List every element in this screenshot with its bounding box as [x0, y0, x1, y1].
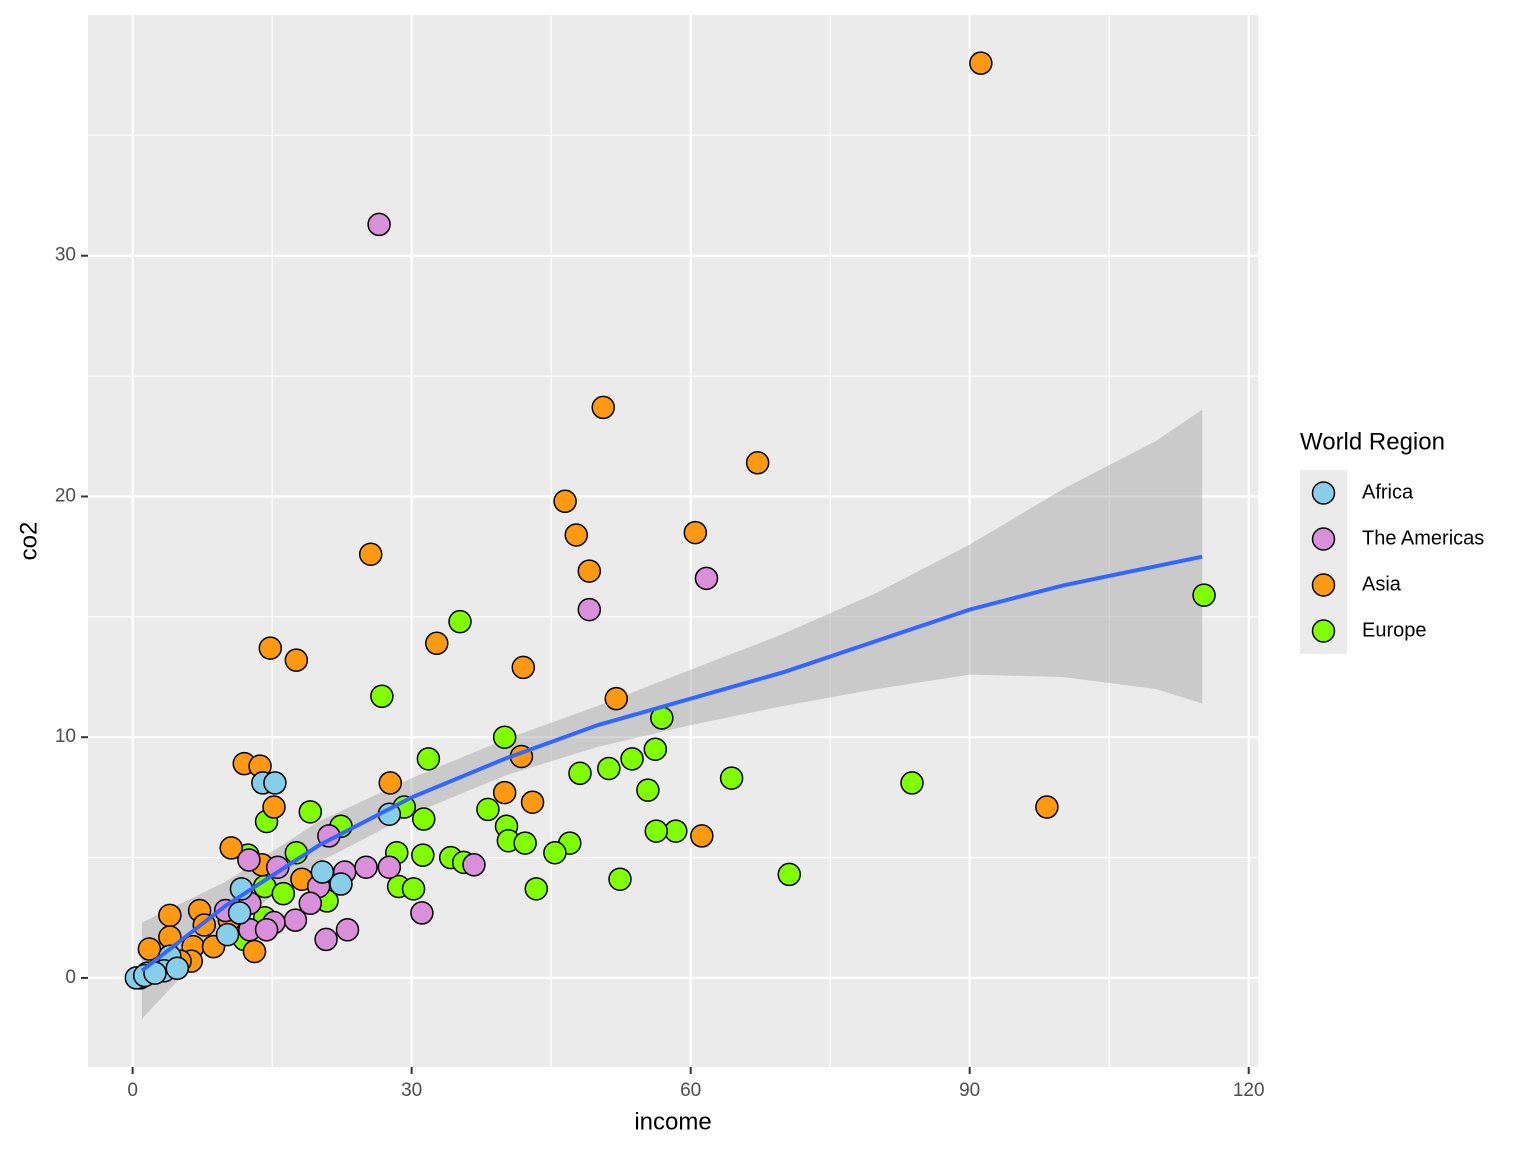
point [577, 597, 602, 622]
point [608, 867, 632, 891]
point [411, 807, 436, 831]
legend-label: Africa [1362, 481, 1414, 503]
point [644, 819, 669, 843]
point [411, 843, 435, 867]
x-tick-label: 30 [401, 1080, 422, 1101]
plot-layer [124, 51, 1216, 1019]
point [745, 451, 770, 475]
point [367, 212, 391, 237]
point [597, 756, 621, 781]
point [1192, 583, 1216, 607]
point [591, 395, 615, 420]
point [410, 901, 434, 925]
point [462, 853, 486, 877]
legend-key [1311, 481, 1336, 505]
point [690, 824, 714, 848]
point [370, 684, 394, 709]
point [683, 520, 708, 545]
point [969, 51, 993, 75]
point [1035, 795, 1059, 819]
point [520, 790, 545, 814]
legend-key [1311, 527, 1336, 551]
point [254, 918, 279, 942]
point [511, 655, 536, 680]
point [298, 800, 323, 824]
point [137, 937, 162, 961]
x-tick-label: 90 [959, 1080, 980, 1101]
y-tick-label: 30 [55, 245, 76, 266]
point [416, 747, 441, 771]
point [643, 737, 668, 761]
x-tick-label: 120 [1233, 1080, 1265, 1101]
legend-key [1311, 619, 1336, 643]
point [271, 881, 296, 906]
point [553, 489, 577, 514]
point [492, 780, 517, 805]
point [777, 862, 802, 887]
point [378, 771, 403, 795]
point [492, 725, 517, 749]
point [577, 559, 602, 583]
point [298, 891, 323, 916]
legend-key [1311, 573, 1336, 597]
legend-title: World Region [1300, 428, 1445, 455]
point [227, 901, 252, 925]
point [329, 872, 353, 896]
legend-label: Asia [1362, 573, 1402, 595]
point [354, 855, 378, 879]
point [543, 840, 567, 865]
point [284, 648, 309, 672]
x-axis-title: income [634, 1108, 711, 1135]
point [258, 636, 283, 660]
y-tick-label: 20 [55, 485, 76, 506]
point [263, 771, 287, 795]
point [242, 939, 267, 964]
point [719, 766, 744, 790]
point [694, 566, 719, 591]
point [215, 922, 240, 947]
point [219, 836, 243, 860]
point [476, 797, 500, 822]
point [425, 631, 449, 656]
point [165, 956, 190, 981]
point [237, 848, 261, 872]
point [620, 747, 644, 771]
point [310, 860, 335, 884]
legend-label: Europe [1362, 619, 1427, 641]
point [358, 542, 383, 566]
legend-label: The Americas [1362, 527, 1484, 549]
point [636, 778, 660, 802]
x-tick-label: 0 [127, 1080, 138, 1101]
y-tick-label: 10 [55, 726, 76, 747]
trend-line [140, 554, 1203, 973]
point [283, 908, 308, 932]
point [524, 877, 549, 901]
point [900, 771, 924, 795]
point [568, 761, 592, 786]
point [513, 831, 537, 855]
legend: Africa The Americas Asia Europe [1300, 470, 1484, 654]
point [448, 609, 472, 634]
point [314, 927, 338, 952]
point [377, 855, 402, 879]
point [564, 523, 589, 547]
point [262, 795, 286, 819]
y-tick-label: 0 [65, 967, 76, 988]
point [664, 819, 688, 843]
x-tick-label: 60 [680, 1080, 701, 1101]
point [335, 918, 360, 942]
point [401, 877, 426, 901]
point [604, 686, 629, 711]
point [158, 903, 182, 928]
y-axis-title: co2 [15, 522, 42, 561]
